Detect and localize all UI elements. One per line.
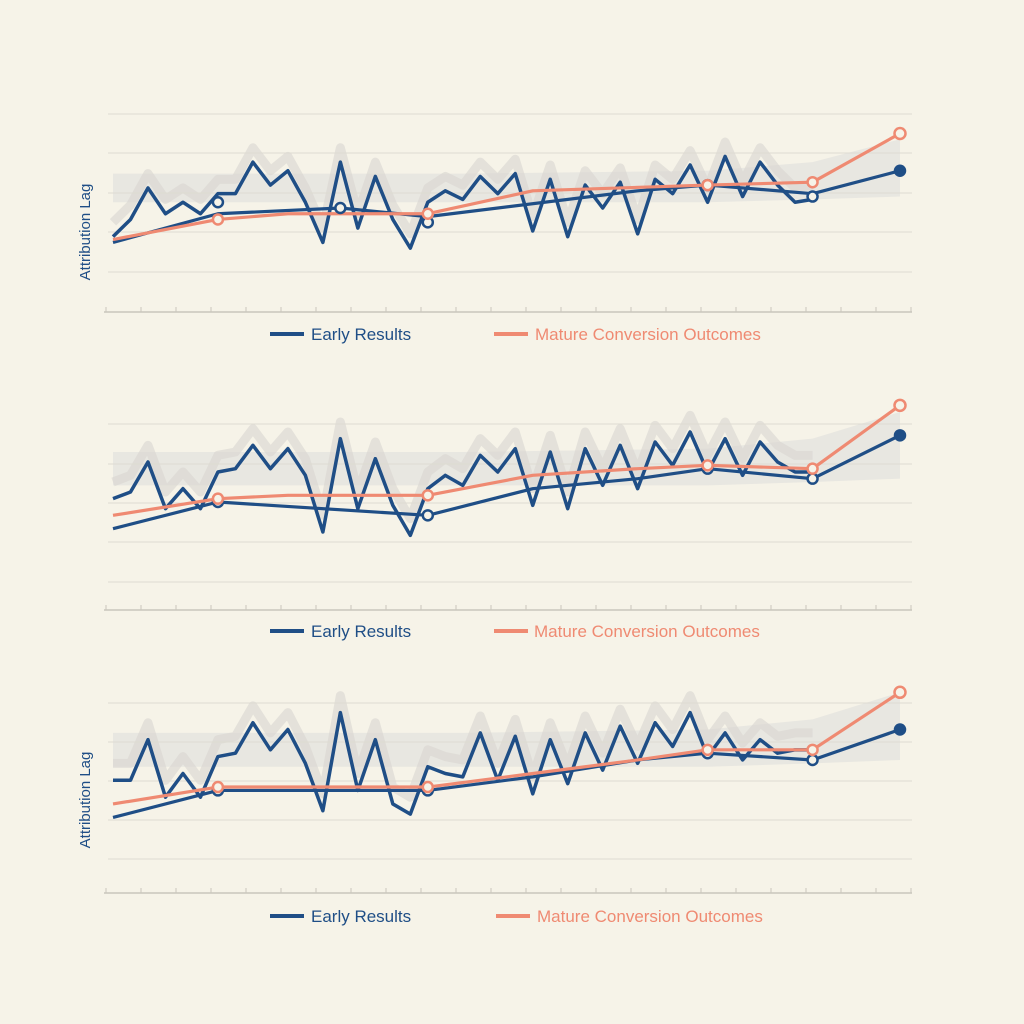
mature-marker [806,743,819,757]
legend-label-early: Early Results [311,907,411,926]
early-marker [806,753,819,767]
legend: Early Results Mature Conversion Outcomes [270,622,760,641]
chart-panel-3: Attribution Lag Early Results Mature Con… [77,685,912,926]
mature-marker [421,489,435,502]
mature-end-marker [893,398,907,413]
series-line-early-results [111,154,813,250]
gridlines [108,113,912,273]
early-marker [806,190,819,203]
early-end-marker [893,723,907,736]
series-line-early-results [112,430,813,538]
legend-label-mature: Mature Conversion Outcomes [535,325,761,344]
legend-label-early: Early Results [311,325,411,344]
legend-label-mature: Mature Conversion Outcomes [537,907,763,926]
series-layer [112,685,907,820]
series-line-early-trend [112,433,901,531]
series-layer [111,126,907,250]
chart-panel-2: Early Results Mature Conversion Outcomes [104,398,912,641]
series-line-mature-conversion [112,404,901,517]
mature-marker [701,178,714,192]
series-line-early-trend [112,728,901,820]
series-line-mature-conversion [112,132,901,242]
mature-marker [421,207,435,220]
early-end-marker [893,429,907,442]
mature-marker [211,780,225,794]
mature-marker [211,492,225,505]
spike-shadow [109,137,814,239]
mature-marker [701,459,714,472]
mature-marker [806,175,819,189]
y-axis-label: Attribution Lag [77,752,94,849]
spike-shadow [111,410,813,524]
series-layer [112,398,907,538]
x-axis [104,605,912,611]
series-line-early-trend [112,169,901,244]
legend: Early Results Mature Conversion Outcomes [270,325,761,344]
early-marker [806,472,819,485]
chart-panel-1: Attribution Lag Early Results Mature Con… [77,113,912,344]
spike-shadow [113,691,813,802]
series-line-mature-conversion [112,690,901,806]
early-marker [334,201,347,215]
legend-label-early: Early Results [311,622,411,641]
early-marker [421,509,435,522]
x-axis [104,888,912,894]
x-axis [104,307,912,313]
mature-marker [701,743,714,757]
legend-label-mature: Mature Conversion Outcomes [534,622,760,641]
mature-marker [421,780,435,794]
mature-marker [806,462,819,475]
legend: Early Results Mature Conversion Outcomes [270,907,763,926]
series-line-early-results [113,710,813,816]
early-marker [211,196,225,209]
mature-end-marker [893,685,907,700]
early-end-marker [893,164,907,177]
mature-end-marker [893,126,907,141]
y-axis-label: Attribution Lag [77,184,94,281]
mature-marker [211,213,225,226]
